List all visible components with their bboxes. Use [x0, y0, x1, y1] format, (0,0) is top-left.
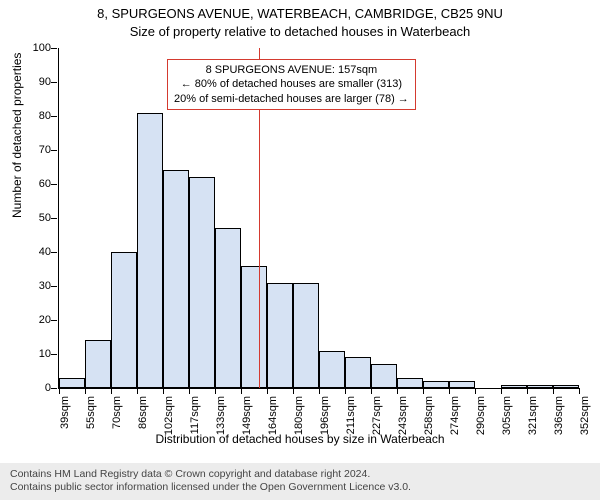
y-tick	[51, 116, 57, 117]
x-tick	[241, 388, 242, 394]
histogram-bar	[85, 340, 111, 388]
x-tick	[111, 388, 112, 394]
y-tick	[51, 320, 57, 321]
x-tick	[85, 388, 86, 394]
y-tick	[51, 252, 57, 253]
y-tick	[51, 184, 57, 185]
histogram-bar	[345, 357, 371, 388]
y-tick	[51, 150, 57, 151]
y-tick	[51, 218, 57, 219]
histogram-bar	[241, 266, 267, 388]
chart-title-line2: Size of property relative to detached ho…	[0, 24, 600, 39]
x-tick	[345, 388, 346, 394]
x-tick	[215, 388, 216, 394]
x-tick	[59, 388, 60, 394]
y-tick-label: 90	[21, 76, 51, 88]
x-tick	[189, 388, 190, 394]
y-tick-label: 100	[21, 42, 51, 54]
histogram-bar	[449, 381, 475, 388]
x-tick	[501, 388, 502, 394]
chart-title-line1: 8, SPURGEONS AVENUE, WATERBEACH, CAMBRID…	[0, 6, 600, 21]
chart-area: 010203040506070809010039sqm55sqm70sqm86s…	[58, 48, 578, 428]
histogram-bar	[371, 364, 397, 388]
histogram-bar	[215, 228, 241, 388]
y-tick-label: 20	[21, 314, 51, 326]
x-tick	[579, 388, 580, 394]
y-tick	[51, 82, 57, 83]
annotation-line3: 20% of semi-detached houses are larger (…	[174, 92, 409, 106]
annotation-line1: 8 SPURGEONS AVENUE: 157sqm	[174, 63, 409, 77]
x-tick	[423, 388, 424, 394]
y-tick-label: 10	[21, 348, 51, 360]
histogram-bar	[527, 385, 553, 388]
y-tick	[51, 354, 57, 355]
y-tick-label: 70	[21, 144, 51, 156]
x-tick	[371, 388, 372, 394]
footer-line1: Contains HM Land Registry data © Crown c…	[10, 468, 590, 482]
x-axis-label: Distribution of detached houses by size …	[0, 432, 600, 446]
y-tick-label: 30	[21, 280, 51, 292]
histogram-bar	[189, 177, 215, 388]
histogram-bar	[267, 283, 293, 388]
y-tick	[51, 286, 57, 287]
annotation-box: 8 SPURGEONS AVENUE: 157sqm← 80% of detac…	[167, 59, 416, 110]
x-tick	[267, 388, 268, 394]
chart-container: 8, SPURGEONS AVENUE, WATERBEACH, CAMBRID…	[0, 0, 600, 500]
x-tick	[293, 388, 294, 394]
x-tick	[397, 388, 398, 394]
y-tick-label: 60	[21, 178, 51, 190]
histogram-bar	[293, 283, 319, 388]
y-tick	[51, 388, 57, 389]
x-tick	[475, 388, 476, 394]
histogram-bar	[163, 170, 189, 388]
histogram-bar	[553, 385, 579, 388]
y-tick-label: 80	[21, 110, 51, 122]
annotation-line2: ← 80% of detached houses are smaller (31…	[174, 77, 409, 91]
x-tick	[137, 388, 138, 394]
histogram-bar	[59, 378, 85, 388]
histogram-bar	[423, 381, 449, 388]
histogram-bar	[137, 113, 163, 388]
histogram-bar	[501, 385, 527, 388]
x-tick	[163, 388, 164, 394]
x-tick	[319, 388, 320, 394]
y-tick	[51, 48, 57, 49]
histogram-bar	[111, 252, 137, 388]
y-tick-label: 40	[21, 246, 51, 258]
y-tick-label: 50	[21, 212, 51, 224]
footer-attribution: Contains HM Land Registry data © Crown c…	[0, 463, 600, 500]
x-tick	[527, 388, 528, 394]
x-tick	[553, 388, 554, 394]
histogram-bar	[319, 351, 345, 388]
plot-region: 010203040506070809010039sqm55sqm70sqm86s…	[58, 48, 579, 389]
histogram-bar	[397, 378, 423, 388]
x-tick	[449, 388, 450, 394]
footer-line2: Contains public sector information licen…	[10, 481, 590, 495]
y-tick-label: 0	[21, 382, 51, 394]
